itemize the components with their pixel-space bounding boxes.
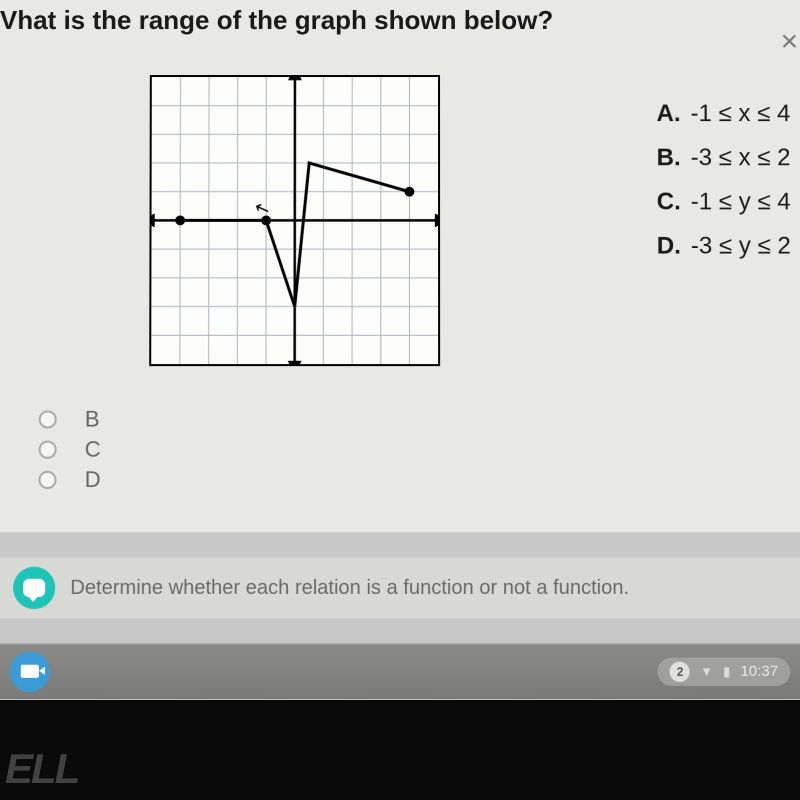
radio-icon[interactable]	[39, 441, 57, 459]
next-question-bar[interactable]: Determine whether each relation is a fun…	[0, 558, 800, 619]
quiz-content: Vhat is the range of the graph shown bel…	[0, 0, 800, 532]
graph-svg	[151, 77, 438, 364]
clock[interactable]: 10:37	[740, 663, 778, 680]
answer-a[interactable]: A. -1 ≤ x ≤ 4	[657, 100, 791, 128]
laptop-bezel	[0, 700, 800, 800]
question-text: Vhat is the range of the graph shown bel…	[0, 5, 553, 36]
answer-label: A.	[657, 100, 681, 128]
answer-text: -3 ≤ y ≤ 2	[691, 232, 791, 260]
next-question-text: Determine whether each relation is a fun…	[70, 576, 629, 599]
video-call-icon[interactable]	[10, 651, 50, 691]
graph	[149, 75, 440, 366]
answer-text: -3 ≤ x ≤ 2	[691, 144, 791, 172]
mc-label: D	[85, 467, 101, 493]
mc-option-b[interactable]: B	[39, 406, 101, 432]
answer-b[interactable]: B. -3 ≤ x ≤ 2	[657, 144, 791, 172]
close-icon[interactable]: ×	[781, 25, 799, 59]
network-icon[interactable]: ▮	[723, 663, 730, 679]
answer-text: -1 ≤ y ≤ 4	[691, 188, 791, 216]
mc-label: C	[85, 437, 101, 463]
mc-label: B	[85, 406, 100, 432]
laptop-logo: ELL	[5, 745, 78, 793]
system-tray[interactable]: 2 ▼ ▮ 10:37	[658, 657, 790, 685]
mc-option-c[interactable]: C	[39, 437, 101, 463]
radio-icon[interactable]	[39, 410, 57, 428]
answer-label: B.	[657, 144, 681, 172]
answer-c[interactable]: C. -1 ≤ y ≤ 4	[657, 188, 791, 216]
mc-option-d[interactable]: D	[38, 467, 100, 493]
multiple-choice-area: B C D	[38, 406, 100, 497]
message-icon[interactable]	[13, 567, 55, 609]
dropdown-icon[interactable]: ▼	[700, 664, 713, 679]
answer-d[interactable]: D. -3 ≤ y ≤ 2	[657, 232, 791, 260]
answer-label: C.	[657, 188, 681, 216]
answer-label: D.	[657, 232, 681, 260]
taskbar: 2 ▼ ▮ 10:37	[0, 643, 800, 699]
answer-text: -1 ≤ x ≤ 4	[691, 100, 791, 128]
notification-badge[interactable]: 2	[670, 661, 690, 681]
radio-icon[interactable]	[38, 471, 56, 489]
answer-options: A. -1 ≤ x ≤ 4 B. -3 ≤ x ≤ 2 C. -1 ≤ y ≤ …	[657, 100, 791, 277]
screen-area: Vhat is the range of the graph shown bel…	[0, 0, 800, 724]
